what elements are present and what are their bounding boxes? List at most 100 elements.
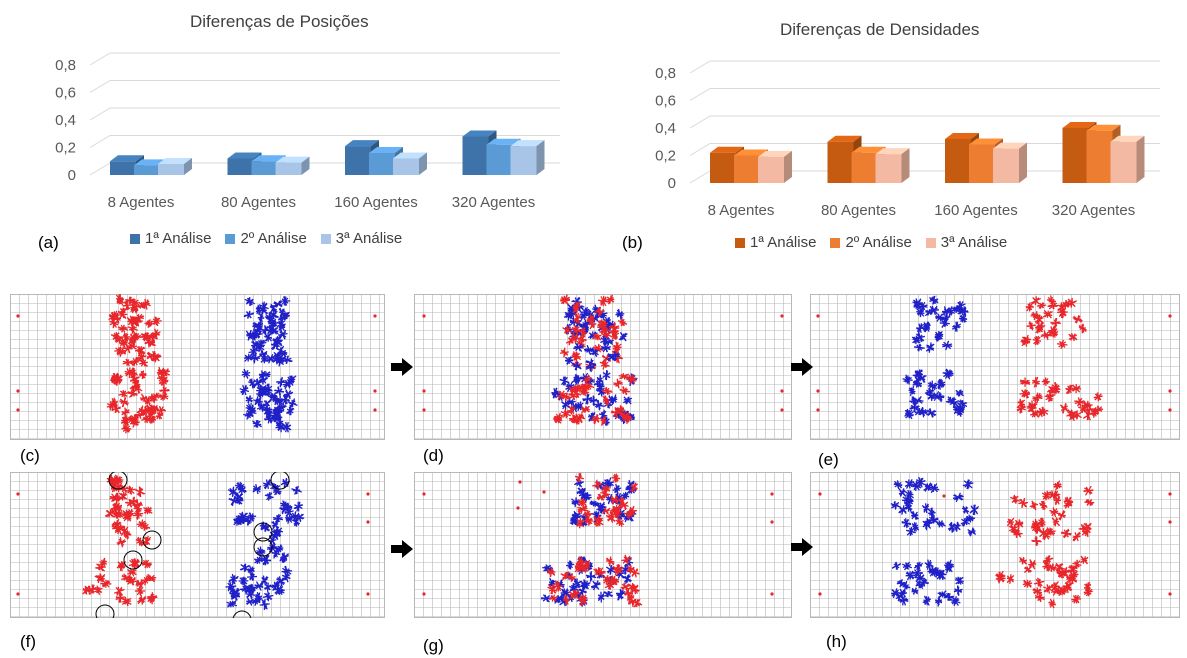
panel-label-b: (b) — [622, 233, 643, 252]
goal-marker — [422, 492, 426, 496]
agent — [586, 314, 595, 324]
agent — [269, 303, 278, 313]
agent — [249, 352, 260, 364]
agent — [945, 559, 955, 571]
agent — [910, 511, 919, 521]
agent — [618, 373, 630, 380]
agent — [120, 525, 129, 537]
agent — [891, 588, 900, 599]
agent — [628, 582, 637, 592]
agent — [924, 388, 935, 396]
legend-swatch — [225, 233, 236, 244]
bar — [1110, 141, 1137, 183]
agent — [1051, 517, 1061, 527]
bar-side — [1019, 142, 1027, 183]
agent — [552, 580, 564, 592]
agent — [620, 582, 631, 592]
agent — [560, 296, 570, 305]
agent — [951, 321, 962, 332]
agent — [1048, 598, 1056, 609]
agent — [291, 485, 302, 495]
agent — [265, 354, 276, 364]
agent — [580, 492, 592, 501]
agent — [560, 392, 572, 402]
agent — [935, 379, 944, 390]
agent — [578, 596, 588, 607]
agent — [926, 408, 937, 418]
agent — [607, 509, 617, 520]
agent — [1034, 314, 1044, 326]
agent — [226, 600, 238, 608]
agent — [1031, 519, 1041, 530]
agent — [621, 413, 633, 424]
bar — [875, 154, 902, 183]
agent — [898, 487, 907, 498]
agent — [904, 502, 913, 513]
goal-marker — [373, 408, 377, 412]
simulation-panel-g — [414, 472, 792, 618]
agent — [1053, 480, 1062, 491]
arrow-right-icon — [391, 358, 413, 376]
agent — [961, 505, 970, 515]
goal-marker — [16, 389, 20, 393]
agent — [119, 338, 128, 348]
agent — [1060, 528, 1072, 539]
bar — [486, 144, 513, 175]
agent — [245, 589, 256, 600]
agent — [1022, 579, 1033, 588]
agent — [113, 586, 125, 597]
agent — [590, 347, 599, 358]
agent — [155, 411, 164, 420]
agent — [955, 300, 966, 311]
agent — [244, 297, 256, 307]
agent — [1019, 389, 1030, 398]
grid-frame — [10, 294, 385, 440]
agent — [573, 301, 581, 310]
agent — [1026, 321, 1036, 331]
agent — [1065, 574, 1077, 583]
agent — [245, 395, 253, 404]
agent — [1045, 393, 1054, 402]
agent — [612, 564, 623, 576]
agent — [284, 513, 293, 524]
agent — [282, 389, 294, 400]
agent — [601, 386, 613, 396]
agent — [576, 487, 586, 495]
simulation-panel-f — [10, 472, 385, 618]
agent — [574, 473, 584, 483]
agent — [915, 573, 925, 583]
agent — [915, 323, 925, 334]
x-tick-label: 80 Agentes — [821, 202, 896, 219]
bar-top — [227, 152, 262, 159]
bar — [251, 161, 278, 175]
y-tick-label: 0,2 — [55, 140, 76, 157]
agent — [141, 559, 152, 569]
agent — [1038, 406, 1049, 417]
grid-line — [89, 80, 111, 93]
bar-top — [710, 146, 744, 153]
agent — [260, 575, 269, 586]
agent — [94, 573, 105, 584]
agent — [271, 548, 280, 559]
agent — [1066, 409, 1077, 419]
agent — [280, 500, 290, 509]
agent — [1019, 377, 1031, 387]
legend-label: 3ª Análise — [335, 230, 403, 247]
agent — [254, 322, 263, 333]
agent — [573, 312, 581, 324]
agent — [1072, 559, 1082, 570]
bar-top — [1110, 135, 1145, 142]
agent — [111, 397, 119, 408]
agent — [577, 556, 584, 567]
legend-swatch — [320, 233, 331, 244]
agent — [252, 483, 262, 495]
agent — [602, 370, 611, 381]
highlight-circle — [253, 537, 273, 557]
x-tick-label: 8 Agentes — [108, 194, 175, 211]
agent — [615, 308, 625, 320]
legend-swatch — [830, 237, 841, 248]
bar — [827, 141, 854, 183]
agent — [254, 581, 264, 591]
agent — [159, 385, 170, 396]
agent — [913, 561, 924, 571]
